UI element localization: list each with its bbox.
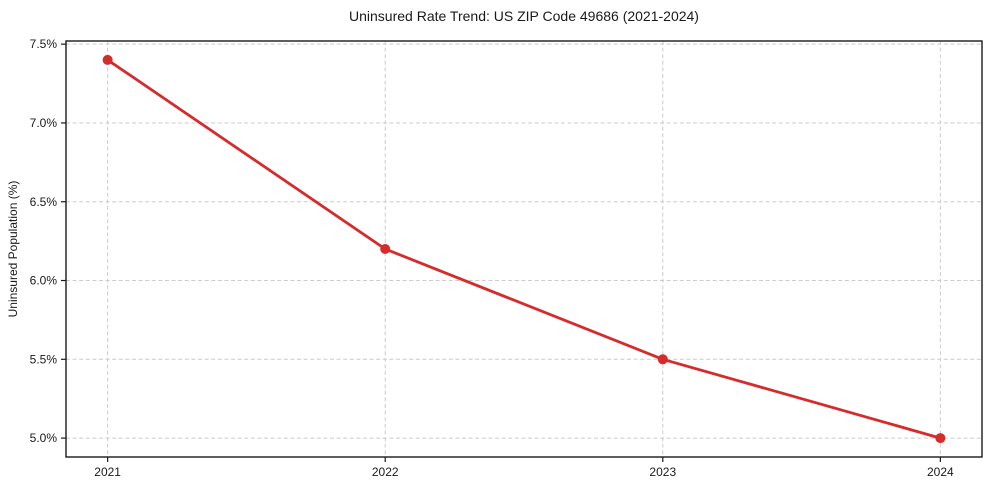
y-tick-label: 6.0% xyxy=(30,274,58,288)
axes-frame xyxy=(65,40,983,458)
data-point-2021 xyxy=(102,54,113,65)
x-tick-label: 2021 xyxy=(94,465,121,479)
y-tick-label: 7.0% xyxy=(30,116,58,130)
x-tick-label: 2023 xyxy=(649,465,676,479)
y-tick-label: 5.0% xyxy=(30,431,58,445)
data-point-2023 xyxy=(657,354,668,365)
x-tick-label: 2024 xyxy=(927,465,954,479)
chart-title: Uninsured Rate Trend: US ZIP Code 49686 … xyxy=(349,8,699,24)
data-point-2022 xyxy=(380,244,391,254)
y-tick-label: 6.5% xyxy=(30,195,58,209)
y-tick-label: 5.5% xyxy=(30,352,58,366)
x-tick-label: 2022 xyxy=(372,465,399,479)
data-point-2024 xyxy=(935,433,946,444)
y-tick-label: 7.5% xyxy=(30,37,58,51)
trend-line xyxy=(106,58,942,440)
